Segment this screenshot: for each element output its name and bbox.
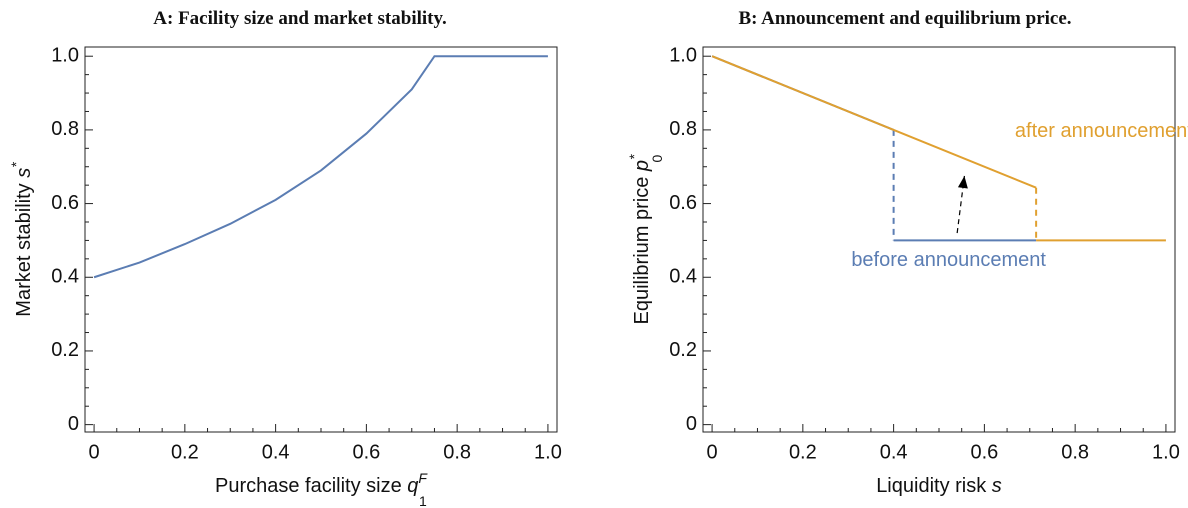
axis-label-text: Market stability	[13, 178, 35, 317]
axis-label: Market stability s*	[8, 162, 35, 317]
y-tick-label: 0.2	[669, 339, 697, 361]
x-tick-label: 0.2	[789, 441, 817, 463]
y-tick-label: 0.6	[669, 192, 697, 214]
axis-label-text: Equilibrium price	[631, 171, 653, 324]
y-tick-label: 1.0	[669, 44, 697, 66]
x-tick-label: 0.8	[1061, 441, 1089, 463]
y-tick-label: 0.8	[51, 118, 79, 140]
series-annotation: after announcement	[1015, 120, 1188, 142]
x-tick-label: 0.4	[880, 441, 908, 463]
x-tick-label: 0	[89, 441, 100, 463]
axis-label-sub: 1	[419, 493, 427, 508]
axis-label-text: Liquidity risk	[876, 475, 992, 497]
series-annotation: before announcement	[851, 249, 1046, 271]
axis-label-var: p	[631, 160, 653, 172]
series-line	[711, 55, 1166, 242]
axis-label-var: s	[992, 475, 1002, 497]
y-tick-label: 0.4	[51, 266, 79, 288]
y-tick-label: 0.6	[51, 192, 79, 214]
x-tick-label: 0	[707, 441, 718, 463]
axis-label: Liquidity risk s	[876, 475, 1002, 497]
x-tick-label: 0.2	[171, 441, 199, 463]
axis-label-text: Purchase facility size	[215, 475, 407, 497]
axis-label: Purchase facility size qF 1	[215, 470, 428, 508]
x-tick-label: 0.6	[970, 441, 998, 463]
axis-label-var: s	[13, 168, 35, 178]
axis-label-var: q	[407, 475, 418, 497]
y-tick-label: 0.2	[51, 339, 79, 361]
series-line	[711, 55, 1037, 242]
axis-label: Equilibrium price p* 0	[626, 154, 665, 325]
y-tick-label: 0.8	[669, 118, 697, 140]
axis-label-sup: *	[8, 162, 24, 168]
plot-frame	[84, 46, 558, 433]
axis-label-sub: 0	[649, 155, 665, 163]
x-tick-label: 0.6	[352, 441, 380, 463]
y-tick-label: 0.4	[669, 266, 697, 288]
x-tick-label: 0.4	[262, 441, 290, 463]
series-line	[93, 55, 548, 279]
y-tick-label: 1.0	[51, 44, 79, 66]
x-tick-label: 1.0	[534, 441, 562, 463]
arrow-head	[957, 175, 968, 189]
x-tick-label: 0.8	[443, 441, 471, 463]
axis-label-sup: F	[418, 470, 428, 486]
panel-a-title: A: Facility size and market stability.	[153, 8, 446, 29]
axis-label-sup: *	[626, 154, 642, 160]
y-tick-label: 0	[686, 413, 697, 435]
x-tick-label: 1.0	[1152, 441, 1180, 463]
y-tick-label: 0	[68, 413, 79, 435]
panel-b-title: B: Announcement and equilibrium price.	[738, 8, 1071, 29]
